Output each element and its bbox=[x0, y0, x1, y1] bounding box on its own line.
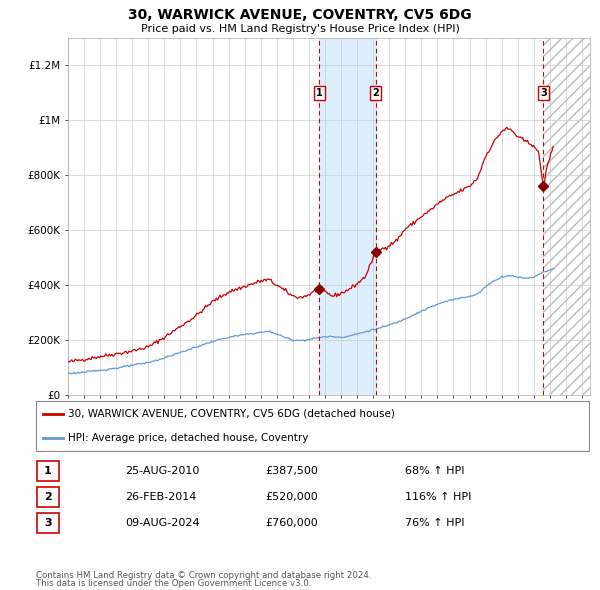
Text: 116% ↑ HPI: 116% ↑ HPI bbox=[405, 492, 472, 502]
Text: 3: 3 bbox=[44, 518, 52, 528]
Text: £520,000: £520,000 bbox=[265, 492, 318, 502]
Text: 1: 1 bbox=[44, 466, 52, 476]
Text: £760,000: £760,000 bbox=[265, 518, 318, 528]
Text: This data is licensed under the Open Government Licence v3.0.: This data is licensed under the Open Gov… bbox=[36, 579, 311, 588]
Text: £387,500: £387,500 bbox=[265, 466, 318, 476]
Text: 76% ↑ HPI: 76% ↑ HPI bbox=[405, 518, 464, 528]
Text: 2: 2 bbox=[44, 492, 52, 502]
Bar bbox=[544, 38, 590, 395]
Bar bbox=[319, 38, 376, 395]
Text: Contains HM Land Registry data © Crown copyright and database right 2024.: Contains HM Land Registry data © Crown c… bbox=[36, 571, 371, 580]
Text: 1: 1 bbox=[316, 88, 323, 99]
Text: HPI: Average price, detached house, Coventry: HPI: Average price, detached house, Cove… bbox=[68, 433, 308, 443]
Text: Price paid vs. HM Land Registry's House Price Index (HPI): Price paid vs. HM Land Registry's House … bbox=[140, 24, 460, 34]
Text: 26-FEB-2014: 26-FEB-2014 bbox=[125, 492, 196, 502]
FancyBboxPatch shape bbox=[36, 401, 589, 451]
FancyBboxPatch shape bbox=[37, 487, 59, 507]
Text: 3: 3 bbox=[540, 88, 547, 99]
Text: 2: 2 bbox=[372, 88, 379, 99]
Text: 30, WARWICK AVENUE, COVENTRY, CV5 6DG: 30, WARWICK AVENUE, COVENTRY, CV5 6DG bbox=[128, 8, 472, 22]
Text: 09-AUG-2024: 09-AUG-2024 bbox=[125, 518, 200, 528]
Text: 30, WARWICK AVENUE, COVENTRY, CV5 6DG (detached house): 30, WARWICK AVENUE, COVENTRY, CV5 6DG (d… bbox=[68, 409, 395, 419]
FancyBboxPatch shape bbox=[37, 461, 59, 481]
Text: 68% ↑ HPI: 68% ↑ HPI bbox=[405, 466, 464, 476]
FancyBboxPatch shape bbox=[37, 513, 59, 533]
Text: 25-AUG-2010: 25-AUG-2010 bbox=[125, 466, 199, 476]
